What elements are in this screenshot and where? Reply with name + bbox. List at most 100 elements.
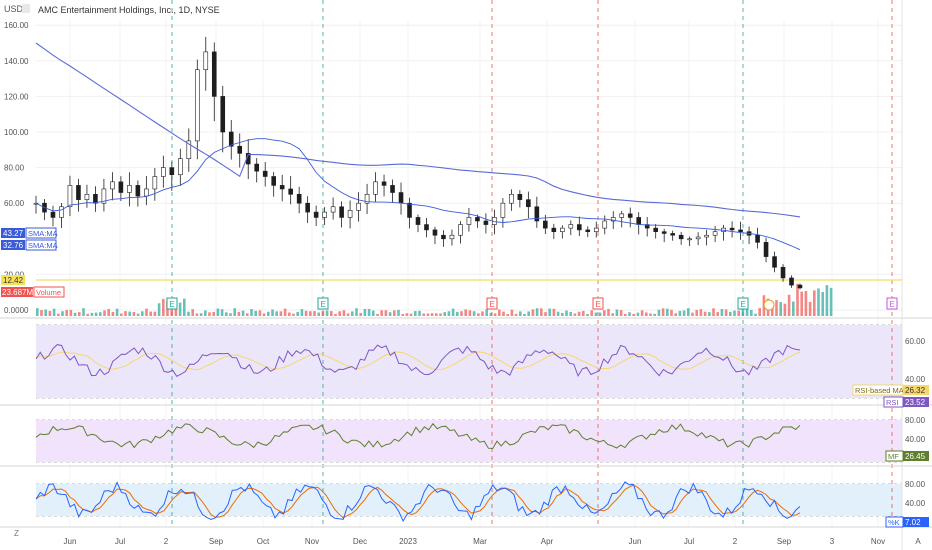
candle: [695, 232, 701, 246]
volume-bar: [733, 310, 736, 316]
price-tick: 120.00: [4, 92, 29, 101]
volume-bar: [720, 309, 724, 316]
candle: [704, 229, 709, 246]
rsi-line: [35, 344, 801, 378]
volume-bar: [443, 312, 446, 316]
volume-bar: [107, 309, 110, 316]
volume-bar: [246, 313, 249, 316]
volume-bar: [577, 311, 581, 316]
candle: [398, 182, 404, 215]
volume-bar: [271, 309, 274, 316]
volume-bar: [40, 310, 43, 316]
time-tick: Sep: [777, 537, 792, 546]
candle: [203, 36, 209, 91]
volume-bar: [729, 311, 732, 316]
volume-bar: [141, 311, 144, 316]
candle: [381, 174, 387, 197]
candle: [678, 231, 684, 245]
volume-bar: [216, 308, 220, 316]
stoch-d-line: [35, 484, 801, 519]
volume-bar: [687, 308, 690, 316]
candle: [441, 230, 446, 247]
timeframe-glyph[interactable]: Z: [14, 529, 19, 538]
volume-bar: [44, 309, 47, 316]
time-tick: 2: [164, 537, 169, 546]
volume-bar: [103, 310, 106, 316]
rsi-badge: RSI 23.52: [883, 396, 929, 408]
svg-text:43.27: 43.27: [3, 229, 24, 238]
candle: [797, 283, 803, 290]
volume-bar: [275, 311, 278, 316]
volume-bar: [254, 310, 257, 316]
volume-bar: [703, 311, 707, 316]
volume-bar: [695, 309, 698, 316]
volume-bar: [750, 309, 753, 316]
event-marker[interactable]: E: [166, 297, 178, 310]
candle: [135, 180, 141, 207]
svg-text:32.76: 32.76: [3, 241, 24, 250]
volume-bar: [800, 291, 803, 316]
volume-bar: [208, 312, 211, 316]
time-tick: 2023: [399, 537, 417, 546]
volume-bar: [813, 290, 816, 316]
candle: [330, 197, 336, 220]
candle: [152, 168, 158, 201]
svg-text:E: E: [170, 300, 175, 309]
rsi-ma-line: [35, 351, 801, 371]
volume-bar: [464, 309, 467, 316]
volume-bar: [590, 310, 593, 316]
volume-bar: [212, 312, 215, 316]
volume-bar: [48, 310, 52, 316]
price-tick: 0.0000: [4, 306, 29, 315]
price-axis: 160.00 140.00 120.00 100.00 80.00 60.00 20.00 0…: [4, 21, 29, 315]
candle: [262, 161, 268, 187]
candle: [59, 203, 64, 228]
volume-bar: [115, 308, 119, 316]
volume-bar: [451, 308, 455, 316]
volume-bar: [481, 311, 484, 316]
volume-bar: [737, 310, 740, 316]
candle: [279, 174, 285, 202]
svg-text:RSI: RSI: [886, 398, 899, 407]
volume-bar: [52, 308, 56, 316]
volume-bar: [527, 311, 530, 316]
candle: [254, 158, 260, 183]
volume-bar: [388, 312, 392, 316]
candle: [593, 221, 599, 238]
volume-bar: [783, 303, 787, 316]
candles: [33, 36, 803, 290]
mfi-band: [36, 420, 902, 462]
candle: [789, 275, 794, 288]
volume-bar: [468, 310, 472, 316]
volume-bar: [628, 312, 631, 316]
volume-bar: [279, 311, 283, 316]
event-marker[interactable]: E: [886, 297, 898, 310]
svg-text:E: E: [741, 300, 746, 309]
volume-bar: [82, 308, 85, 316]
svg-text:MF: MF: [888, 452, 899, 461]
volume-bar: [615, 309, 619, 316]
split-icon[interactable]: [763, 299, 775, 311]
volume-bar: [94, 312, 98, 316]
candle: [483, 213, 489, 234]
candle: [194, 59, 200, 160]
volume-bar: [582, 310, 585, 316]
candle: [763, 237, 769, 263]
volume-bar: [435, 313, 438, 316]
volume-bar: [359, 312, 362, 316]
volume-bar: [619, 310, 623, 316]
volume-bar: [124, 311, 127, 316]
event-marker[interactable]: E: [317, 297, 329, 310]
volume-bar: [657, 309, 661, 316]
volume-bar: [611, 313, 614, 316]
volume-bar: [136, 313, 140, 316]
event-marker[interactable]: E: [737, 297, 749, 310]
symbol-dropdown-icon[interactable]: [22, 4, 30, 13]
event-marker[interactable]: E: [486, 297, 498, 310]
volume-bar: [829, 287, 833, 316]
volume-bar: [506, 313, 509, 316]
event-marker[interactable]: E: [592, 297, 604, 310]
volume-bar: [363, 308, 367, 316]
volume-bar: [317, 312, 320, 316]
